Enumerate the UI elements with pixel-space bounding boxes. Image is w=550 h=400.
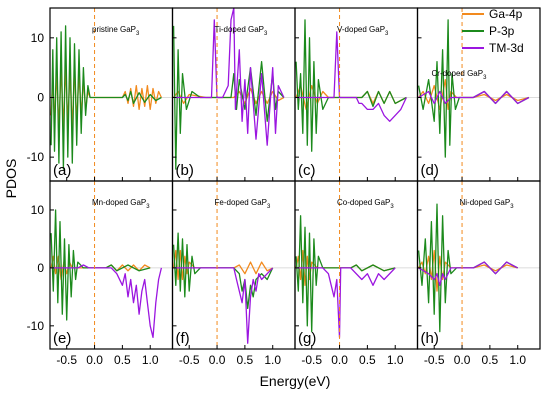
y-tick-label: 10 <box>31 31 45 45</box>
panel-title: Co-doped GaP3 <box>337 198 394 210</box>
panel-f <box>172 232 295 344</box>
series-p-3p <box>50 209 151 321</box>
series-tm-3d <box>173 8 285 146</box>
series-p-3p <box>50 25 162 170</box>
x-tick-label: -0.5 <box>179 353 200 367</box>
y-tick-label: -10 <box>27 150 45 164</box>
panel-title: Fe-doped GaP3 <box>215 198 271 210</box>
panel-title: pristine GaP3 <box>92 25 140 37</box>
panel-letter: (h) <box>421 330 439 347</box>
panel-letter: (a) <box>53 162 71 179</box>
panel-g <box>295 215 418 339</box>
panel-d <box>417 19 540 158</box>
series-p-3p <box>295 19 407 152</box>
series-tm-3d <box>173 267 274 344</box>
panel-letter: (e) <box>53 330 71 347</box>
panel-letter: (d) <box>421 162 439 179</box>
x-tick-label: 0.5 <box>114 353 131 367</box>
series-tm-3d <box>296 31 407 122</box>
y-axis-label: PDOS <box>3 159 19 199</box>
legend-label: Ga-4p <box>489 7 523 21</box>
panel-e <box>50 209 173 339</box>
panel-title: Cr-doped GaP3 <box>432 69 488 81</box>
x-tick-label: 1.0 <box>387 353 404 367</box>
x-axis-label: Energy(eV) <box>260 373 331 389</box>
panel-letter: (b) <box>176 162 194 179</box>
x-tick-label: 0.5 <box>237 353 254 367</box>
panel-h <box>417 203 540 333</box>
x-tick-label: 0.0 <box>86 353 103 367</box>
x-tick-label: -0.5 <box>424 353 445 367</box>
panel-b <box>172 8 295 170</box>
x-tick-label: 0.5 <box>359 353 376 367</box>
panel-title: V-doped GaP3 <box>337 25 389 37</box>
y-tick-label: 0 <box>37 90 44 104</box>
y-tick-label: -10 <box>27 319 45 333</box>
legend-label: P-3p <box>489 24 515 38</box>
x-tick-label: 1.0 <box>509 353 526 367</box>
x-tick-label: 0.0 <box>331 353 348 367</box>
panel-letter: (f) <box>176 330 190 347</box>
panel-letter: (g) <box>298 330 316 347</box>
legend-label: TM-3d <box>489 41 524 55</box>
panel-a <box>50 25 173 170</box>
x-tick-label: 1.0 <box>142 353 159 367</box>
x-tick-label: 0.5 <box>482 353 499 367</box>
x-tick-label: -0.5 <box>301 353 322 367</box>
y-tick-label: 10 <box>31 203 45 217</box>
legend: Ga-4p P-3p TM-3d <box>462 7 524 55</box>
panel-title: Mn-doped GaP3 <box>92 198 150 210</box>
panel-title: Ti-doped GaP3 <box>215 25 269 37</box>
panel-frame <box>416 180 541 350</box>
series-tm-3d <box>418 90 530 105</box>
x-tick-label: -0.5 <box>56 353 77 367</box>
panel-title: Ni-doped GaP3 <box>460 198 515 210</box>
series-tm-3d <box>51 264 163 339</box>
x-tick-label: 0.0 <box>209 353 226 367</box>
panels-layer <box>50 8 540 349</box>
frame-layer: (a) pristine GaP3 -10 0 10 (b) Ti-doped GaP3 (c… <box>27 7 541 367</box>
series-tm-3d <box>296 267 396 339</box>
series-tm-3d <box>418 261 519 286</box>
series-p-3p <box>295 215 396 333</box>
panel-c <box>295 19 418 152</box>
x-tick-label: 1.0 <box>264 353 281 367</box>
y-tick-label: 0 <box>37 261 44 275</box>
panel-letter: (c) <box>298 162 316 179</box>
x-tick-label: 0.0 <box>454 353 471 367</box>
